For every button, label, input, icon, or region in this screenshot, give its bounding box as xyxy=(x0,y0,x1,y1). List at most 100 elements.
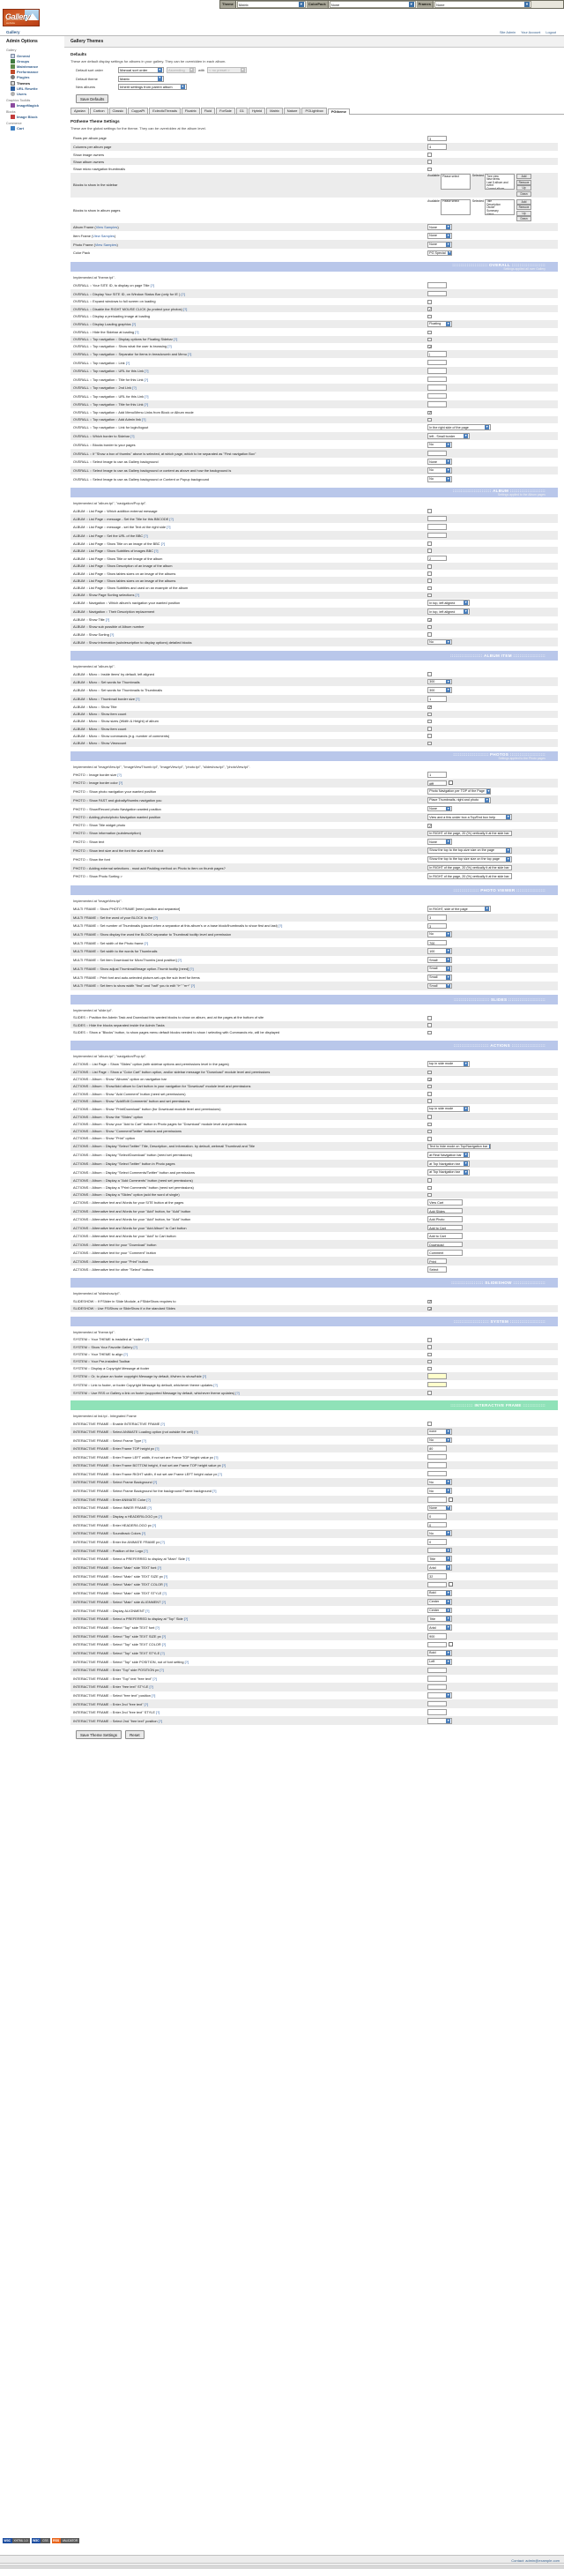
help-link[interactable]: [?] xyxy=(278,923,283,929)
checkbox[interactable] xyxy=(427,734,432,738)
text-input[interactable]: Comment xyxy=(427,1250,464,1256)
checkbox[interactable] xyxy=(427,1084,432,1089)
checkbox[interactable] xyxy=(427,618,432,623)
checkbox[interactable] xyxy=(427,153,432,157)
select[interactable]: In the right side of the page ▼ xyxy=(427,424,492,431)
sidebar-item-themes[interactable]: Themes xyxy=(0,80,64,86)
text-input[interactable]: Print xyxy=(427,1258,448,1265)
select[interactable]: None ▼ xyxy=(427,224,453,230)
validator-badge[interactable]: W3C CSS xyxy=(31,2538,50,2543)
help-link[interactable]: [?] xyxy=(130,434,135,439)
select[interactable]: Arial ▼ xyxy=(427,1624,453,1631)
help-link[interactable]: [?] xyxy=(218,1471,222,1476)
text-input[interactable] xyxy=(427,1453,448,1460)
help-link[interactable]: [?] xyxy=(173,337,178,342)
sidebar-item-groups[interactable]: Groups xyxy=(0,58,64,63)
help-link[interactable]: [?] xyxy=(181,291,185,296)
text-input[interactable] xyxy=(427,1700,448,1707)
help-link[interactable]: [?] xyxy=(118,780,123,786)
checkbox[interactable] xyxy=(427,509,432,513)
text-input[interactable]: Add to Cart xyxy=(427,1224,464,1231)
select[interactable]: 100 ▼ xyxy=(427,948,453,955)
color-swatch[interactable] xyxy=(449,780,454,786)
help-link[interactable]: [?] xyxy=(155,1625,160,1631)
link-site-admin[interactable]: Site Admin xyxy=(499,30,516,34)
select[interactable]: No ▼ xyxy=(427,931,453,937)
select[interactable]: None ▼ xyxy=(427,839,453,846)
save-defaults-button[interactable]: Save Defaults xyxy=(76,94,109,103)
checkbox[interactable] xyxy=(427,410,432,415)
help-link[interactable]: [?] xyxy=(150,283,154,288)
help-link[interactable]: [?] xyxy=(160,1650,165,1655)
checkbox[interactable] xyxy=(427,632,432,637)
help-link[interactable]: [?] xyxy=(156,1710,160,1715)
text-input[interactable]: 700 xyxy=(427,939,448,946)
select[interactable]: ▼ xyxy=(427,1547,453,1554)
checkbox[interactable] xyxy=(427,345,432,349)
text-input[interactable]: #fff xyxy=(427,780,448,787)
text-input[interactable] xyxy=(427,1470,448,1477)
checkbox[interactable] xyxy=(427,564,432,569)
text-input[interactable]: 4 xyxy=(427,144,448,150)
help-link[interactable]: [?] xyxy=(146,1497,151,1502)
help-link[interactable]: [?] xyxy=(144,533,148,538)
help-link[interactable]: [?] xyxy=(142,1437,146,1443)
help-link[interactable]: [?] xyxy=(145,1337,149,1342)
block-picker-selected-list[interactable]: Tree view New items Last 5 album and eve… xyxy=(485,174,516,190)
checkbox[interactable] xyxy=(427,672,432,676)
checkbox[interactable] xyxy=(427,1016,432,1020)
select[interactable]: Center ▼ xyxy=(427,1598,453,1605)
help-link[interactable]: [?] xyxy=(212,1489,217,1494)
help-link[interactable]: [?] xyxy=(160,1668,164,1673)
select[interactable]: Photo Navigation per TOP of the Page ▼ xyxy=(427,788,492,795)
tab-classic[interactable]: Classic xyxy=(108,107,128,114)
select[interactable]: Title ▼ xyxy=(427,1556,453,1563)
block-picker-down-button[interactable]: Down xyxy=(516,216,531,222)
help-link[interactable]: [?] xyxy=(131,321,137,326)
help-link[interactable]: [?] xyxy=(155,1446,160,1452)
help-link[interactable]: [?] xyxy=(145,393,149,399)
text-input[interactable]: 80 xyxy=(427,1445,448,1452)
checkbox[interactable] xyxy=(427,1359,432,1364)
text-input[interactable]: 0 xyxy=(427,1539,448,1545)
select[interactable]: None ▼ xyxy=(427,1505,453,1512)
help-link[interactable]: [?] xyxy=(125,360,130,365)
checkbox[interactable] xyxy=(427,1115,432,1119)
help-link[interactable]: [?] xyxy=(213,1382,218,1387)
text-input[interactable] xyxy=(427,376,448,383)
text-input[interactable] xyxy=(427,532,448,539)
text-input[interactable] xyxy=(427,1373,448,1379)
sidebar-item-cart[interactable]: Cart xyxy=(0,126,64,131)
text-input[interactable] xyxy=(427,450,448,457)
select[interactable]: No ▼ xyxy=(427,1479,453,1486)
checkbox[interactable] xyxy=(427,1299,432,1304)
select[interactable]: Bold ▼ xyxy=(427,1590,453,1596)
help-link[interactable]: [?] xyxy=(190,983,196,989)
checkbox[interactable] xyxy=(427,330,432,335)
tab-pglightbox[interactable]: PGLightbox xyxy=(301,107,327,114)
help-link[interactable]: [?] xyxy=(117,772,122,777)
text-input[interactable] xyxy=(427,515,448,522)
text-input[interactable]: 3 xyxy=(427,915,448,921)
text-input[interactable]: 3 xyxy=(427,135,448,141)
select[interactable]: top in side mode ▼ xyxy=(427,1105,471,1112)
help-link[interactable]: [?] xyxy=(161,1599,166,1604)
select[interactable]: none ▼ xyxy=(427,1428,453,1435)
select[interactable]: Show the top to the top-size size on the… xyxy=(427,847,513,854)
select[interactable]: at Real Navigation bar ▼ xyxy=(427,1152,471,1159)
checkbox[interactable] xyxy=(427,1023,432,1027)
frames-select[interactable]: None ▼ xyxy=(434,1,531,8)
text-input[interactable] xyxy=(427,401,448,407)
help-link[interactable]: [?] xyxy=(152,1676,157,1681)
text-input[interactable] xyxy=(427,1497,448,1503)
text-input[interactable]: 3 xyxy=(427,922,448,930)
select[interactable]: Place Thumbnails, right and photo ▼ xyxy=(427,796,492,803)
help-link[interactable]: [?] xyxy=(194,1429,198,1434)
sidebar-item-plugins[interactable]: Plugins xyxy=(0,75,64,80)
theme-select[interactable]: Matrix ▼ xyxy=(236,1,306,8)
select[interactable]: In top, left aligned ▼ xyxy=(427,600,471,607)
text-input[interactable]: 1 xyxy=(427,772,448,778)
select[interactable]: No ▼ xyxy=(427,1530,453,1537)
help-link[interactable]: [?] xyxy=(144,377,148,382)
block-picker-up-button[interactable]: Up xyxy=(516,210,531,216)
